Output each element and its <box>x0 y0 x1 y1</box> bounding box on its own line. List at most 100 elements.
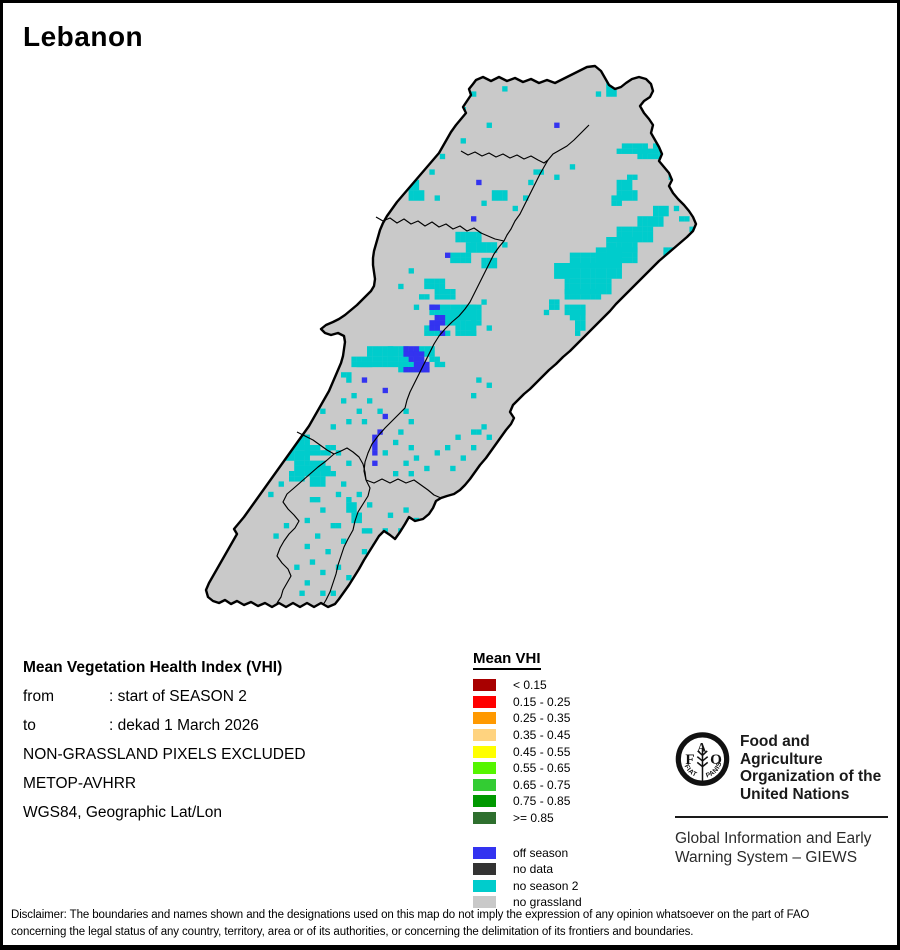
map-cell <box>575 257 581 264</box>
legend-label: < 0.15 <box>513 678 547 693</box>
boundary-line <box>375 216 505 242</box>
map-cell <box>372 351 378 357</box>
map-cell <box>320 471 326 477</box>
map-cell <box>684 216 690 222</box>
map-cell <box>382 351 388 357</box>
map-cell <box>575 289 581 295</box>
map-cell <box>611 195 617 201</box>
map-cell <box>653 143 659 149</box>
map-cell <box>653 153 659 160</box>
map-cell <box>580 325 586 331</box>
map-cell <box>637 153 643 160</box>
map-cell <box>585 273 591 279</box>
giews-name: Global Information and Early Warning Sys… <box>675 830 872 866</box>
map-cell <box>377 356 383 362</box>
map-cell <box>413 195 420 201</box>
map-cell <box>601 247 607 253</box>
metadata-title: Mean Vegetation Health Index (VHI) <box>23 659 283 676</box>
map-cell <box>429 278 435 284</box>
map-cell <box>476 304 482 310</box>
legend-label: 0.65 - 0.75 <box>513 777 571 792</box>
map-cell <box>439 304 446 310</box>
map-cell <box>471 429 477 435</box>
map-cell <box>377 429 383 435</box>
map-cell <box>486 325 492 331</box>
map-cell <box>455 257 461 264</box>
map-cell <box>621 257 628 264</box>
map-cell <box>372 361 378 368</box>
map-cell <box>460 231 466 238</box>
map-cell <box>569 263 576 269</box>
map-cell <box>616 231 622 238</box>
page-title: Lebanon <box>23 21 144 52</box>
map-cell <box>471 304 477 310</box>
map-cell <box>637 148 643 154</box>
map-cell <box>580 268 586 274</box>
map-cell <box>642 221 648 227</box>
map-cell <box>580 278 586 284</box>
map-cell <box>335 523 342 529</box>
map-cell <box>653 205 659 212</box>
map-cell <box>637 226 643 232</box>
map-cell <box>434 195 440 201</box>
map-cell <box>341 538 347 544</box>
map-cell <box>559 263 565 269</box>
legend-swatch <box>473 729 496 742</box>
map-cell <box>356 491 362 498</box>
map-cell <box>616 226 622 232</box>
map-cell <box>606 237 612 243</box>
legend-row: no grassland <box>473 894 582 911</box>
legend-swatch <box>473 679 496 692</box>
from-label: from <box>23 688 54 705</box>
map-cell <box>647 148 654 154</box>
fao-logo-wheat <box>696 747 709 782</box>
legend-swatch <box>473 795 496 808</box>
map-cell <box>460 330 466 336</box>
map-cell <box>268 491 274 498</box>
map-cell <box>413 190 420 196</box>
map-cell <box>580 315 586 321</box>
to-value: : dekad 1 March 2026 <box>109 717 259 734</box>
map-cell <box>413 185 420 191</box>
map-cell <box>408 361 414 368</box>
map-cell <box>471 309 477 316</box>
legend-row: >= 0.85 <box>473 810 582 827</box>
map-cell <box>304 580 310 586</box>
map-cell <box>590 252 596 258</box>
map-cell <box>590 283 596 290</box>
map-cell <box>434 325 440 331</box>
legend-label: off season <box>513 845 569 860</box>
map-cell <box>673 164 680 170</box>
map-cell <box>346 507 352 513</box>
legend-row: 0.25 - 0.35 <box>473 710 582 727</box>
map-cell <box>606 242 612 248</box>
map-cell <box>554 122 560 128</box>
map-cell <box>356 408 362 414</box>
map-cell <box>455 252 461 258</box>
legend-label: no season 2 <box>513 878 579 893</box>
map-cell <box>320 465 326 472</box>
map-cell <box>325 445 331 451</box>
map-cell <box>476 429 482 435</box>
map-cell <box>554 273 560 279</box>
map-cell <box>549 304 555 310</box>
map-cell <box>632 231 638 238</box>
map-cell <box>382 356 388 362</box>
map-cell <box>439 309 446 316</box>
map-cell <box>341 481 347 487</box>
map-cell <box>424 330 430 336</box>
map-cell <box>616 263 622 269</box>
map-cell <box>590 294 596 300</box>
map-cell <box>304 439 310 446</box>
map-cell <box>585 257 591 264</box>
map-cell <box>611 91 617 97</box>
map-cell <box>621 226 628 232</box>
map-cell <box>497 190 503 196</box>
map-cell <box>673 169 680 175</box>
map-cell <box>632 143 638 149</box>
disclaimer: Disclaimer: The boundaries and names sho… <box>11 907 887 941</box>
map-cell <box>616 185 622 191</box>
map-cell <box>372 445 378 451</box>
map-cell <box>455 330 461 336</box>
